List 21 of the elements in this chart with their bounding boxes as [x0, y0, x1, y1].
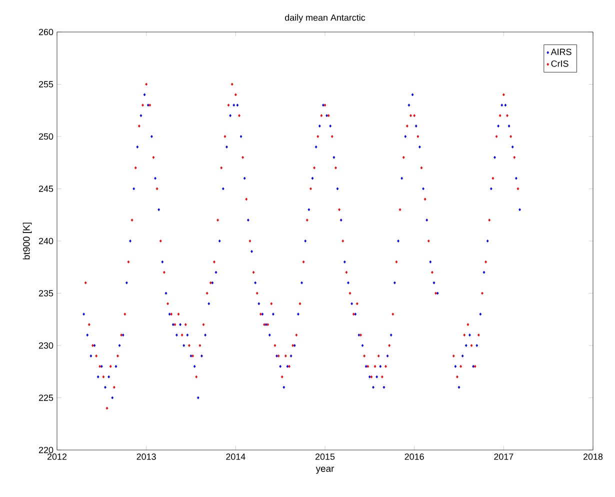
x-tick-label: 2018	[583, 454, 603, 460]
y-tick-label: 255	[38, 81, 54, 88]
x-tick-label: 2017	[494, 454, 514, 460]
y-tick-label: 220	[38, 446, 54, 454]
y-tick-label: 225	[38, 394, 54, 401]
x-tick-label: 2016	[404, 454, 424, 460]
y-axis-title: bt900 [K]	[22, 222, 32, 260]
y-tick-label: 230	[38, 342, 54, 349]
y-tick-label: 235	[38, 290, 54, 296]
y-tick-label: 245	[38, 186, 54, 192]
y-tick-label: 260	[38, 28, 54, 36]
x-tick-label: 2014	[226, 454, 246, 460]
legend-label: CrIS	[551, 60, 568, 67]
y-tick-label: 250	[38, 133, 54, 140]
y-tick-label: 240	[38, 238, 54, 244]
x-tick-label: 2012	[47, 454, 67, 460]
x-axis-title: year	[316, 466, 334, 474]
x-tick-label: 2013	[136, 454, 156, 460]
legend-label: AIRS	[550, 48, 572, 56]
x-tick-label: 2015	[315, 454, 335, 460]
chart-title: daily mean Antarctic	[285, 14, 366, 22]
